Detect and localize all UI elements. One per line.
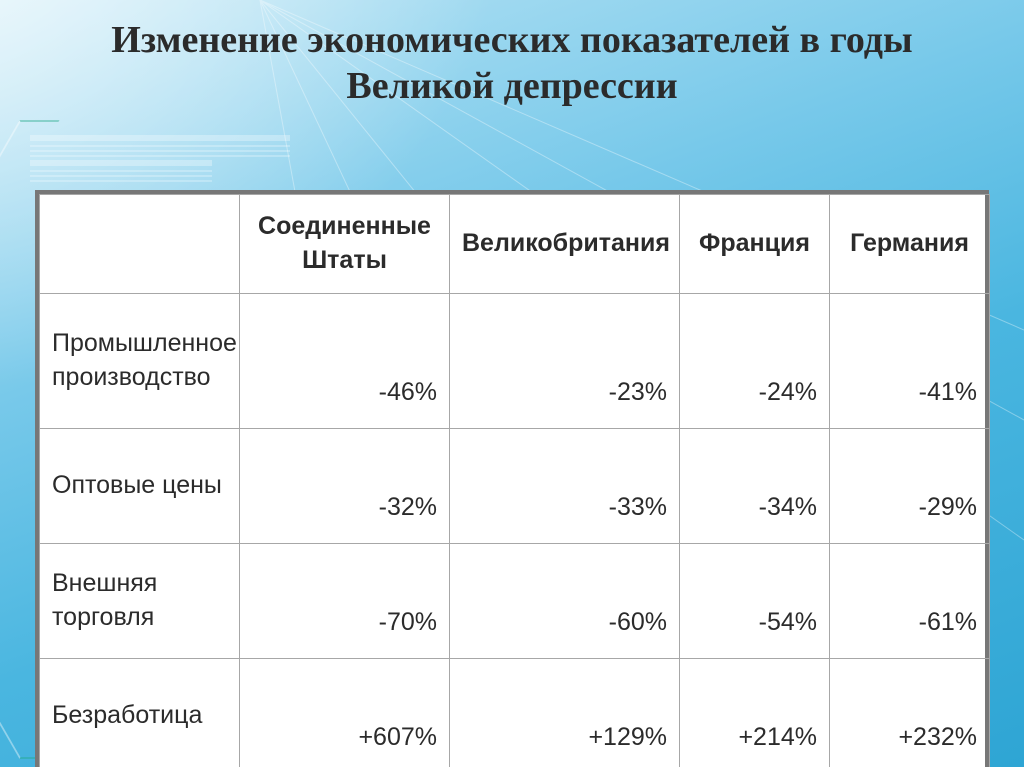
table-cell: -24% [680,294,830,429]
data-table-container: Соединенные Штаты Великобритания Франция… [35,190,989,767]
table-cell: -54% [680,544,830,659]
table-cell: +214% [680,659,830,767]
table-header-cell: Великобритания [450,195,680,294]
row-label: Оптовые цены [40,429,240,544]
table-cell: -61% [830,544,990,659]
table-cell: -70% [240,544,450,659]
table-cell: -33% [450,429,680,544]
table-header-cell [40,195,240,294]
table-cell: -29% [830,429,990,544]
table-cell: -60% [450,544,680,659]
table-cell: -32% [240,429,450,544]
table-header-row: Соединенные Штаты Великобритания Франция… [40,195,990,294]
table-cell: +232% [830,659,990,767]
table-cell: -23% [450,294,680,429]
table-cell: +607% [240,659,450,767]
slide-title: Изменение экономических показателей в го… [0,0,1024,109]
table-cell: -41% [830,294,990,429]
decorative-text-lines [30,135,290,185]
table-row: Безработица +607% +129% +214% +232% [40,659,990,767]
table-header-cell: Франция [680,195,830,294]
row-label: Безработица [40,659,240,767]
economic-indicators-table: Соединенные Штаты Великобритания Франция… [39,194,990,767]
table-cell: +129% [450,659,680,767]
table-row: Оптовые цены -32% -33% -34% -29% [40,429,990,544]
table-header-cell: Соединенные Штаты [240,195,450,294]
table-row: Внешняя торговля -70% -60% -54% -61% [40,544,990,659]
row-label: Внешняя торговля [40,544,240,659]
table-cell: -46% [240,294,450,429]
table-cell: -34% [680,429,830,544]
row-label: Промышленное производство [40,294,240,429]
table-row: Промышленное производство -46% -23% -24%… [40,294,990,429]
slide: Изменение экономических показателей в го… [0,0,1024,767]
corner-decoration [0,120,60,160]
table-header-cell: Германия [830,195,990,294]
